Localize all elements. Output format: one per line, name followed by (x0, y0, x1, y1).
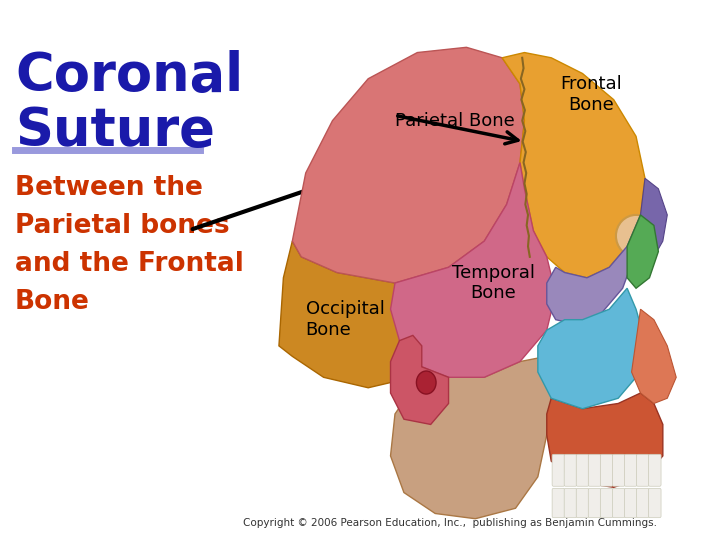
FancyBboxPatch shape (649, 454, 661, 486)
Text: Occipital
Bone: Occipital Bone (306, 300, 384, 339)
FancyBboxPatch shape (564, 488, 577, 518)
FancyBboxPatch shape (636, 488, 649, 518)
Polygon shape (390, 356, 552, 519)
FancyBboxPatch shape (613, 454, 625, 486)
FancyBboxPatch shape (576, 488, 589, 518)
Text: Parietal Bone: Parietal Bone (395, 112, 515, 130)
FancyBboxPatch shape (552, 488, 564, 518)
Polygon shape (631, 309, 676, 403)
FancyBboxPatch shape (636, 454, 649, 486)
FancyBboxPatch shape (624, 488, 637, 518)
Polygon shape (546, 393, 663, 487)
Polygon shape (538, 288, 645, 409)
Polygon shape (279, 241, 485, 388)
FancyBboxPatch shape (600, 454, 613, 486)
Polygon shape (627, 215, 658, 288)
FancyBboxPatch shape (552, 454, 564, 486)
Text: Copyright © 2006 Pearson Education, Inc.,  publishing as Benjamin Cummings.: Copyright © 2006 Pearson Education, Inc.… (243, 518, 657, 528)
FancyBboxPatch shape (576, 454, 589, 486)
Text: Coronal: Coronal (15, 50, 243, 102)
Polygon shape (390, 335, 449, 424)
FancyBboxPatch shape (588, 488, 600, 518)
Text: Temporal
Bone: Temporal Bone (451, 264, 535, 302)
Ellipse shape (616, 215, 656, 257)
Polygon shape (546, 215, 641, 325)
Circle shape (416, 371, 436, 394)
FancyBboxPatch shape (564, 454, 577, 486)
Text: Suture: Suture (15, 105, 215, 157)
FancyBboxPatch shape (649, 488, 661, 518)
Text: Between the
Parietal bones
and the Frontal
Bone: Between the Parietal bones and the Front… (15, 175, 244, 315)
Polygon shape (641, 178, 667, 257)
Text: Frontal
Bone: Frontal Bone (561, 75, 622, 114)
FancyBboxPatch shape (624, 454, 637, 486)
FancyBboxPatch shape (588, 454, 600, 486)
Polygon shape (292, 48, 524, 283)
Polygon shape (502, 52, 645, 278)
FancyBboxPatch shape (613, 488, 625, 518)
Polygon shape (390, 163, 556, 377)
FancyBboxPatch shape (600, 488, 613, 518)
